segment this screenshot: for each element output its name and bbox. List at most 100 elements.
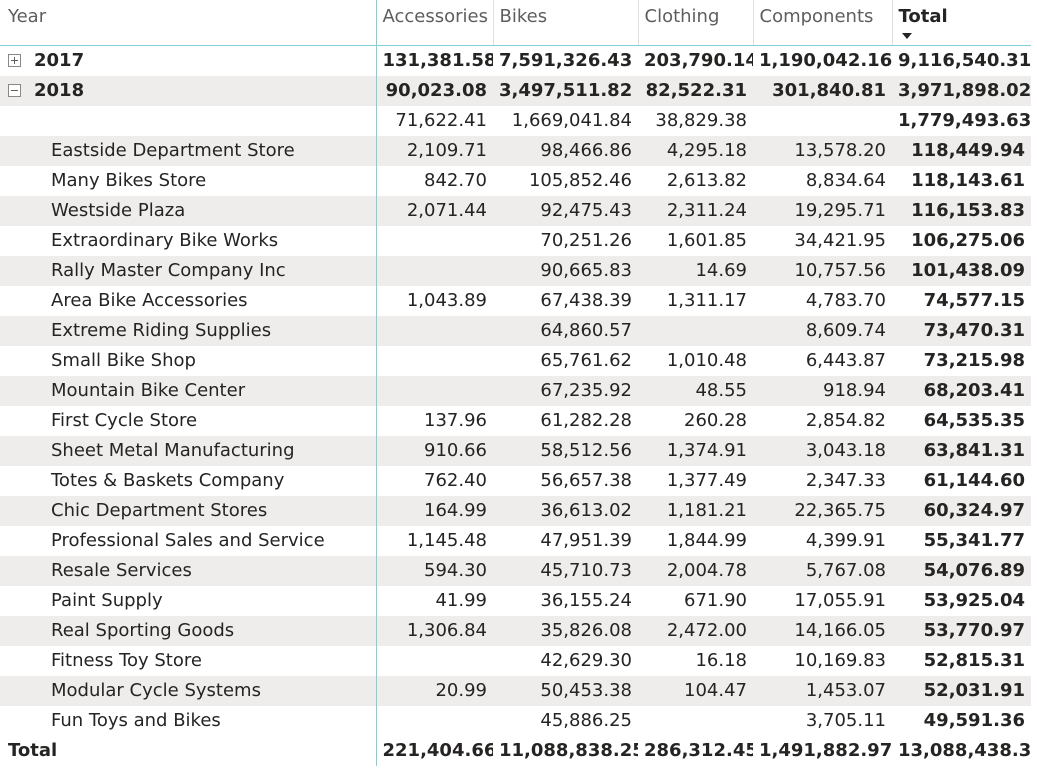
cell-clothing: 48.55 — [638, 375, 753, 406]
expand-plus-icon[interactable] — [8, 53, 21, 67]
cell-total: 68,203.41 — [892, 375, 1031, 406]
cell-accessories — [376, 346, 493, 376]
cell-clothing: 286,312.45 — [644, 739, 753, 761]
year-label: 2017 — [34, 49, 85, 71]
cell-components: 1,190,042.16 — [753, 45, 892, 76]
cell-total: 52,815.31 — [923, 649, 1025, 671]
cell-accessories: 164.99 — [376, 495, 493, 526]
cell-clothing: 1,311.17 — [666, 289, 747, 311]
column-header-bikes[interactable]: Bikes — [493, 0, 639, 46]
column-header-row: Year Accessories Bikes Clothing Componen… — [0, 0, 1031, 46]
grand-total-label: Total — [0, 735, 377, 766]
cell-bikes: 36,155.24 — [540, 589, 632, 611]
table-row: Sheet Metal Manufacturing 910.66 58,512.56… — [0, 435, 1031, 466]
matrix-body: 2017 131,381.58 7,591,326.43 203,790.14 … — [0, 45, 1031, 736]
cell-total: 52,031.91 — [892, 675, 1031, 706]
column-header-total[interactable]: Total — [892, 0, 1031, 46]
cell-clothing: 2,311.24 — [638, 195, 753, 226]
table-row: Paint Supply 41.99 36,155.24 671.90 17,055.9… — [0, 585, 1031, 616]
cell-bikes: 67,235.92 — [493, 375, 638, 406]
collapse-minus-icon[interactable] — [8, 83, 21, 97]
cell-total: 53,770.97 — [892, 615, 1031, 646]
cell-accessories: 137.96 — [424, 409, 487, 431]
table-row: Rally Master Company Inc 90,665.83 14.69 10… — [0, 255, 1031, 286]
cell-components: 301,840.81 — [753, 75, 892, 106]
cell-components: 918.94 — [753, 375, 892, 406]
cell-total: 3,971,898.02 — [892, 75, 1031, 106]
cell-total: 73,470.31 — [892, 315, 1031, 346]
table-row: Real Sporting Goods 1,306.84 35,826.08 2,47… — [0, 615, 1031, 646]
cell-components: 22,365.75 — [753, 495, 892, 526]
cell-components: 14,166.05 — [753, 615, 892, 646]
cell-bikes: 58,512.56 — [493, 435, 638, 466]
column-header-components[interactable]: Components — [753, 0, 893, 46]
table-row: Westside Plaza 2,071.44 92,475.43 2,311.24 1… — [0, 195, 1031, 226]
cell-bikes: 45,710.73 — [493, 555, 638, 586]
cell-bikes: 50,453.38 — [493, 675, 638, 706]
sort-descending-icon[interactable] — [901, 33, 912, 39]
row-header-customer: Fun Toys and Bikes — [0, 705, 377, 736]
column-header-accessories[interactable]: Accessories — [376, 0, 494, 46]
table-row: Modular Cycle Systems 20.99 50,453.38 104.4… — [0, 675, 1031, 706]
cell-bikes: 92,475.43 — [493, 195, 638, 226]
table-row: Fun Toys and Bikes 45,886.25 3,705.11 49,59… — [0, 705, 1031, 736]
row-header-customer: Small Bike Shop — [0, 345, 377, 376]
row-header-customer: Area Bike Accessories — [0, 285, 377, 316]
cell-bikes: 42,629.30 — [540, 649, 632, 671]
table-row: Professional Sales and Service 1,145.48 47… — [0, 525, 1031, 556]
cell-clothing: 1,844.99 — [666, 529, 747, 551]
cell-components: 5,767.08 — [753, 555, 892, 586]
cell-total: 13,088,438.33 — [898, 739, 1031, 761]
row-header-customer: Fitness Toy Store — [0, 645, 377, 676]
cell-components: 4,399.91 — [805, 529, 886, 551]
row-header-customer: Extraordinary Bike Works — [0, 225, 377, 256]
table-row: First Cycle Store 137.96 61,282.28 260.28 2,… — [0, 405, 1031, 436]
row-header-customer: Rally Master Company Inc — [0, 255, 377, 286]
column-header-clothing[interactable]: Clothing — [638, 0, 754, 46]
row-header-customer — [0, 105, 377, 136]
cell-total: 49,591.36 — [923, 709, 1025, 731]
cell-clothing: 260.28 — [684, 409, 747, 431]
cell-components: 1,491,882.97 — [759, 739, 892, 761]
year-row-2017: 2017 131,381.58 7,591,326.43 203,790.14 … — [0, 45, 1031, 76]
cell-total: 101,438.09 — [892, 255, 1031, 286]
cell-clothing: 16.18 — [695, 649, 747, 671]
cell-accessories — [376, 706, 493, 736]
cell-clothing: 1,377.49 — [666, 469, 747, 491]
cell-components: 10,169.83 — [794, 649, 886, 671]
cell-bikes: 70,251.26 — [540, 229, 632, 251]
column-header-year[interactable]: Year — [0, 0, 377, 46]
table-row: Area Bike Accessories 1,043.89 67,438.39 1,… — [0, 285, 1031, 316]
cell-components: 3,705.11 — [805, 709, 886, 731]
table-row: Chic Department Stores 164.99 36,613.02 1,1… — [0, 495, 1031, 526]
cell-clothing — [638, 706, 753, 736]
cell-accessories: 2,071.44 — [376, 195, 493, 226]
cell-components: 17,055.91 — [794, 589, 886, 611]
cell-components: 19,295.71 — [753, 195, 892, 226]
table-row: Extraordinary Bike Works 70,251.26 1,601.8… — [0, 225, 1031, 256]
row-header-customer: Sheet Metal Manufacturing — [0, 435, 377, 466]
cell-accessories — [376, 375, 493, 406]
cell-bikes: 64,860.57 — [493, 315, 638, 346]
cell-bikes: 11,088,838.25 — [499, 739, 638, 761]
cell-bikes: 7,591,326.43 — [493, 45, 638, 76]
row-header-customer: Totes & Baskets Company — [0, 465, 377, 496]
grand-total-row: Total 221,404.66 11,088,838.25 286,312.4… — [0, 735, 1031, 766]
table-row: Totes & Baskets Company 762.40 56,657.38 1,… — [0, 465, 1031, 496]
cell-clothing: 2,472.00 — [638, 615, 753, 646]
cell-components: 34,421.95 — [794, 229, 886, 251]
row-header-customer: Modular Cycle Systems — [0, 675, 377, 706]
cell-accessories: 842.70 — [424, 169, 487, 191]
table-row: Many Bikes Store 842.70 105,852.46 2,613.82… — [0, 165, 1031, 196]
cell-bikes: 61,282.28 — [540, 409, 632, 431]
cell-accessories: 221,404.66 — [382, 739, 494, 761]
cell-accessories — [376, 646, 493, 676]
cell-accessories: 131,381.58 — [376, 45, 493, 76]
cell-total: 53,925.04 — [923, 589, 1025, 611]
cell-bikes: 56,657.38 — [540, 469, 632, 491]
row-header-customer: Resale Services — [0, 555, 377, 586]
cell-bikes: 35,826.08 — [493, 615, 638, 646]
cell-bikes: 45,886.25 — [540, 709, 632, 731]
row-header-customer: Real Sporting Goods — [0, 615, 377, 646]
